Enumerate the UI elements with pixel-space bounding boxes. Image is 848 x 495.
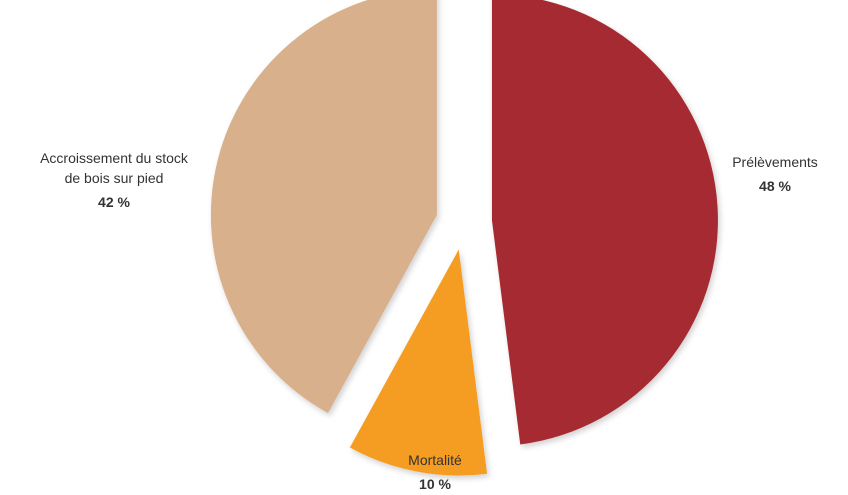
slice-accroissement [210, 0, 437, 414]
slice-prelevements [491, 0, 718, 445]
slice-mortalite [349, 249, 488, 476]
slice-name-line-2: de bois sur pied [64, 170, 164, 186]
slice-name: Mortalité [408, 452, 462, 468]
slice-value: 42 % [98, 194, 130, 210]
slice-value: 10 % [419, 476, 451, 492]
slice-value: 48 % [759, 178, 791, 194]
slice-label-mortalite: Mortalité 10 % [360, 450, 510, 494]
slice-name: Prélèvements [732, 154, 818, 170]
slice-name-line-1: Accroissement du stock [40, 150, 188, 166]
slice-label-accroissement: Accroissement du stock de bois sur pied … [0, 148, 228, 212]
slice-label-prelevements: Prélèvements 48 % [700, 152, 848, 196]
